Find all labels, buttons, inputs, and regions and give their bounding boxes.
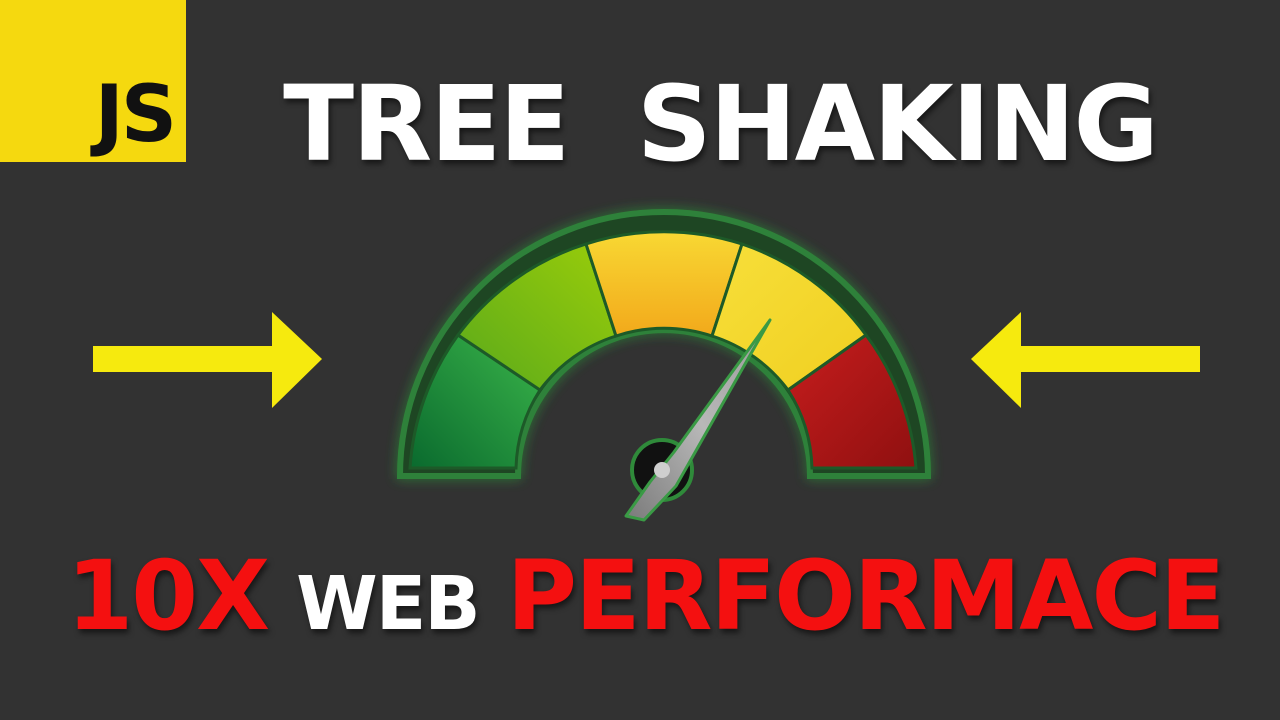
javascript-logo: JS (0, 0, 186, 162)
speedometer-icon (396, 209, 932, 522)
subtitle-performance: PERFORMACE (506, 540, 1226, 652)
headline-subtitle: 10X WEB PERFORMACE (30, 548, 1260, 644)
subtitle-multiplier: 10X (66, 540, 270, 652)
gauge-needle (624, 318, 772, 522)
javascript-logo-text: JS (94, 70, 177, 160)
right-arrow-icon (93, 312, 322, 408)
subtitle-web: WEB (296, 561, 481, 647)
left-arrow-icon (971, 312, 1200, 408)
gauge-needle-pin (654, 462, 670, 478)
gauge-segment-red (785, 332, 918, 470)
headline-title: TREE SHAKING (283, 63, 1159, 185)
